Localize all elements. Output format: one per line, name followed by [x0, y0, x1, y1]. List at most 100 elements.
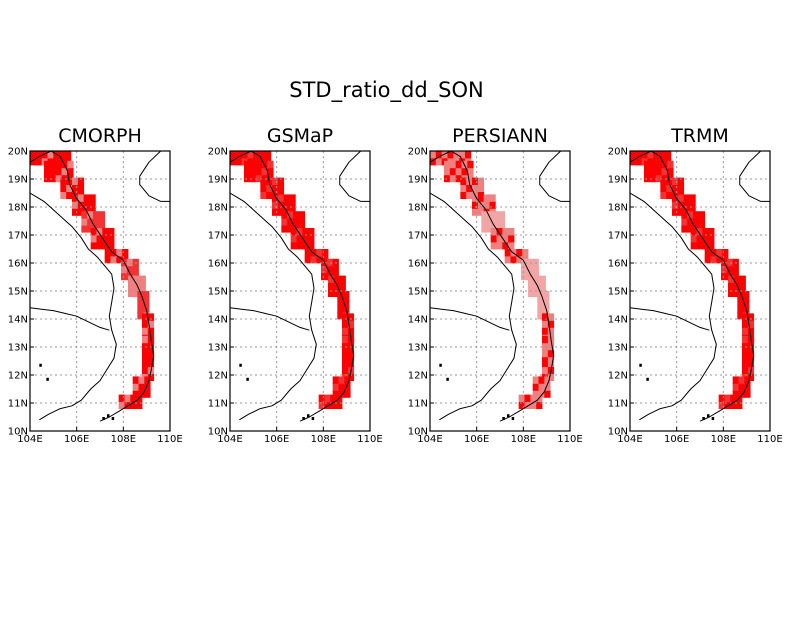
island-mark [507, 414, 510, 418]
island-mark [246, 377, 249, 381]
rain-cell [102, 228, 109, 236]
rain-cell [144, 390, 151, 398]
rain-cell [455, 174, 462, 183]
rain-cell [290, 228, 297, 236]
island-mark [239, 363, 242, 367]
rain-cell [342, 349, 349, 358]
rain-cell [261, 167, 268, 176]
rain-cell [483, 201, 490, 209]
rain-cell [547, 359, 555, 367]
rain-cell [539, 282, 546, 290]
rain-cell [730, 394, 737, 402]
country-border [30, 192, 117, 421]
rain-cell [738, 383, 745, 391]
coastline [30, 151, 155, 422]
rain-cell [260, 184, 267, 192]
rain-cell [98, 211, 106, 219]
rain-cell [489, 194, 496, 202]
island-mark [439, 363, 442, 367]
rain-cell [655, 167, 662, 176]
rain-cell [716, 249, 723, 257]
rain-cell [444, 167, 451, 176]
island-mark [39, 363, 42, 367]
rain-cell [118, 394, 125, 402]
rain-cell [333, 289, 341, 297]
rain-cell [449, 167, 457, 176]
rain-cell [635, 158, 643, 166]
rain-cell [118, 401, 125, 409]
rain-cell [687, 218, 694, 226]
rain-cell [249, 167, 257, 176]
rain-cell [244, 167, 251, 176]
rain-cell [681, 225, 688, 233]
island-mark [102, 417, 105, 420]
rain-cell [732, 390, 739, 398]
rain-cell [496, 235, 503, 243]
y-tick-label: 12N [8, 371, 28, 382]
rain-cell [542, 366, 549, 374]
rain-cell [308, 228, 315, 236]
rain-cell [724, 401, 731, 409]
rain-cell [147, 349, 155, 358]
rain-cell [677, 177, 685, 185]
rain-cell [660, 177, 667, 185]
y-tick-label: 13N [608, 343, 628, 354]
rain-cell [147, 373, 155, 381]
rain-cell [66, 184, 73, 192]
rain-cell [547, 349, 555, 358]
rain-cell [518, 401, 525, 409]
y-tick-label: 16N [208, 259, 228, 270]
rain-cell [302, 235, 309, 243]
rain-cell [67, 160, 74, 169]
rain-cell [77, 201, 85, 209]
rain-cell [128, 289, 135, 297]
island-mark [307, 414, 310, 418]
rain-cell [677, 184, 685, 192]
rain-cell [435, 151, 443, 159]
rain-cell [321, 272, 328, 281]
rain-cell [108, 235, 115, 243]
rain-cell [693, 211, 700, 219]
rain-cell [59, 151, 66, 159]
rain-cell [708, 242, 715, 250]
y-tick-label: 16N [408, 259, 428, 270]
rain-cell [543, 291, 550, 299]
island-coastline [539, 151, 570, 202]
rain-cell [635, 151, 643, 159]
island-mark [511, 417, 515, 420]
rain-cell [337, 291, 344, 299]
rain-cell [328, 275, 335, 283]
y-tick-label: 18N [208, 203, 228, 214]
rain-cell [81, 211, 88, 219]
rain-cell [696, 235, 703, 243]
rain-cell [649, 167, 657, 176]
rain-cell [744, 390, 751, 398]
rain-cell [93, 211, 100, 219]
rain-cell [122, 249, 129, 257]
rain-cell [98, 218, 106, 226]
rain-cell [739, 275, 746, 283]
rain-cell [96, 228, 103, 236]
rain-cell [493, 211, 500, 219]
rain-cell [687, 225, 694, 233]
x-tick-label: 104E [217, 434, 242, 445]
rain-cell [672, 201, 679, 209]
y-tick-label: 15N [8, 287, 28, 298]
rain-cell [126, 258, 134, 267]
rain-cell [142, 313, 149, 321]
rain-cell [287, 218, 294, 226]
rain-cell [502, 235, 509, 243]
x-tick-label: 110E [557, 434, 582, 445]
rain-cell [342, 366, 349, 374]
rain-cell [110, 256, 117, 264]
rain-cell [630, 158, 637, 166]
rain-cell [487, 225, 494, 233]
rain-cell [667, 167, 674, 176]
map-panel-persiann: PERSIANN 104E 106E 108E 110E 10N 11N 12N 13N 14N 1… [408, 125, 583, 445]
rain-cell [538, 390, 545, 398]
y-tick-label: 15N [608, 287, 628, 298]
rain-cell [55, 160, 62, 169]
rain-cell [481, 225, 488, 233]
island-mark [502, 417, 505, 420]
rain-cell [102, 235, 109, 243]
